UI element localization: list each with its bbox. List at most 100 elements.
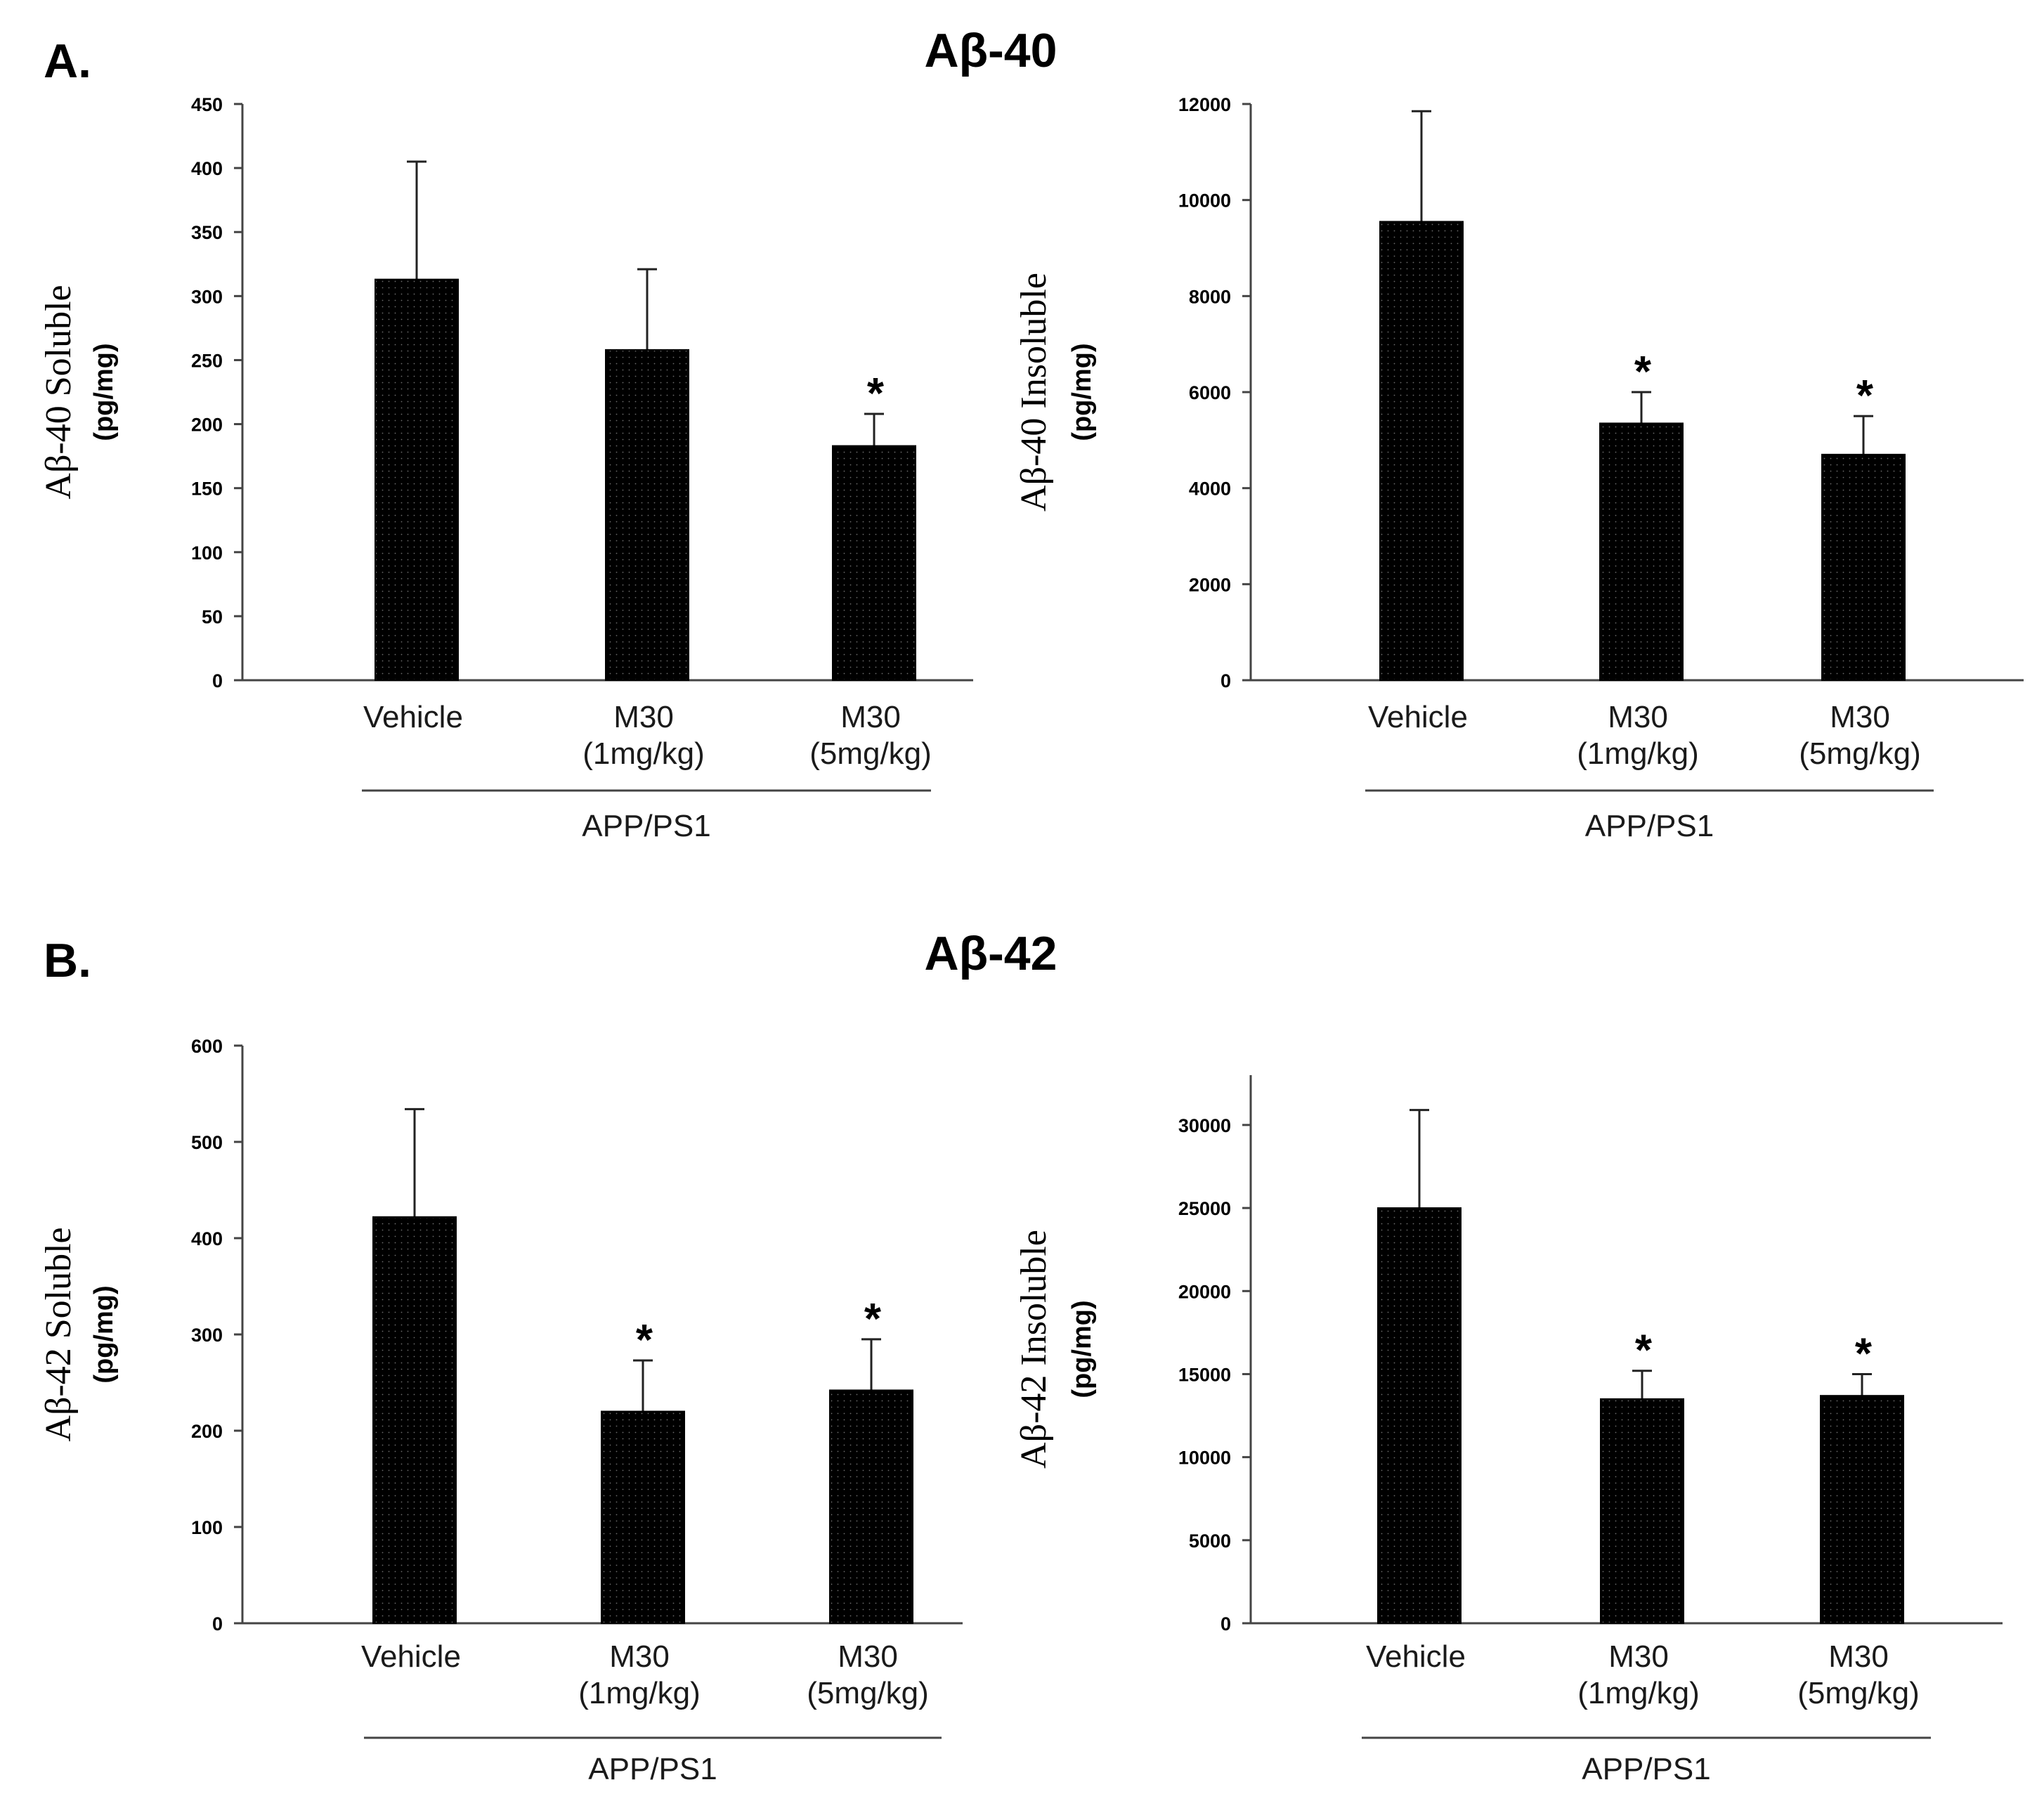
category-label-line: M30 <box>1828 1639 1889 1674</box>
y-tick-label: 12000 <box>1178 94 1231 115</box>
y-tick-label: 300 <box>191 1325 223 1346</box>
category-label: M30 (1mg/kg) <box>582 700 705 771</box>
y-axis-unit: (pg/mg) <box>1067 1300 1097 1398</box>
category-label-line: (5mg/kg) <box>1799 736 1921 771</box>
category-label-line: M30 <box>838 1639 898 1674</box>
category-label: Vehicle <box>1368 700 1468 734</box>
category-label: M30 (5mg/kg) <box>809 700 932 771</box>
category-label-line: Vehicle <box>1368 700 1468 734</box>
y-tick-label: 10000 <box>1178 1448 1231 1469</box>
bar <box>605 349 689 681</box>
category-label-line: (1mg/kg) <box>582 736 705 771</box>
y-tick-label: 600 <box>191 1036 223 1057</box>
category-label: M30 (1mg/kg) <box>1577 700 1699 771</box>
category-label-line: (1mg/kg) <box>1577 1676 1700 1710</box>
category-label: M30 (5mg/kg) <box>1799 700 1921 771</box>
y-tick-label: 15000 <box>1178 1364 1231 1385</box>
panel-a-title: Aβ-40 <box>925 24 1057 77</box>
chart-a-insoluble: 0 2000 4000 6000 8000 10000 12000 Aβ-40 Insolub… <box>1014 94 2024 843</box>
category-label-line: M30 <box>1830 700 1890 734</box>
category-label-line: M30 <box>613 700 674 734</box>
group-label: APP/PS1 <box>1585 809 1714 843</box>
category-label-line: (1mg/kg) <box>1577 736 1699 771</box>
category-label: Vehicle <box>1366 1639 1466 1674</box>
chart-a-soluble: 0 50 100 150 200 250 300 350 400 450 Aβ-40 Soluble… <box>39 94 973 843</box>
category-label-line: Vehicle <box>361 1639 461 1674</box>
category-label: M30 (1mg/kg) <box>578 1639 701 1710</box>
bar <box>375 278 459 681</box>
y-tick-label: 450 <box>191 94 223 115</box>
category-label: M30 (5mg/kg) <box>1797 1639 1920 1710</box>
y-axis-title: Aβ-40 Insoluble <box>1014 273 1054 512</box>
y-tick-label: 10000 <box>1178 190 1231 212</box>
significance-marker: * <box>1634 348 1652 396</box>
panel-a-label: A. <box>44 34 91 88</box>
chart-b-soluble: 0 100 200 300 400 500 600 Aβ-42 Soluble (pg/mg) V… <box>39 1036 963 1786</box>
significance-marker: * <box>864 1295 882 1344</box>
bar <box>372 1216 457 1624</box>
category-label-line: M30 <box>609 1639 670 1674</box>
y-tick-label: 200 <box>191 415 223 436</box>
y-tick-label: 200 <box>191 1421 223 1442</box>
bar <box>1821 453 1906 681</box>
y-tick-label: 0 <box>1220 670 1231 691</box>
category-label-line: (1mg/kg) <box>578 1676 701 1710</box>
y-tick-label: 500 <box>191 1132 223 1153</box>
category-label-line: M30 <box>840 700 901 734</box>
bar <box>1820 1395 1904 1624</box>
y-tick-label: 0 <box>212 1613 223 1634</box>
bar <box>1377 1207 1462 1625</box>
significance-marker: * <box>1856 372 1874 420</box>
category-label-line: M30 <box>1608 700 1668 734</box>
bar <box>1600 1398 1684 1624</box>
bar <box>1599 422 1684 682</box>
bar <box>601 1410 685 1624</box>
group-label: APP/PS1 <box>582 809 710 843</box>
bar <box>829 1389 913 1624</box>
category-label-line: (5mg/kg) <box>809 736 932 771</box>
y-tick-label: 30000 <box>1178 1115 1231 1136</box>
bar <box>1379 221 1464 681</box>
panel-b-label: B. <box>44 934 91 987</box>
y-tick-label: 150 <box>191 479 223 500</box>
significance-marker: * <box>867 370 885 418</box>
y-axis-title: Aβ-42 Soluble <box>39 1227 79 1441</box>
y-tick-label: 5000 <box>1189 1530 1231 1552</box>
y-tick-label: 350 <box>191 222 223 243</box>
y-axis-title: Aβ-40 Soluble <box>39 285 79 499</box>
y-tick-label: 100 <box>191 1517 223 1538</box>
y-tick-label: 2000 <box>1189 574 1231 595</box>
y-tick-label: 8000 <box>1189 286 1231 307</box>
bar <box>832 445 916 681</box>
category-label-line: Vehicle <box>1366 1639 1466 1674</box>
y-tick-label: 400 <box>191 1228 223 1249</box>
category-label: Vehicle <box>361 1639 461 1674</box>
y-tick-label: 250 <box>191 350 223 371</box>
significance-marker: * <box>1855 1330 1873 1378</box>
panel-b-title: Aβ-42 <box>925 927 1057 980</box>
category-label-line: (5mg/kg) <box>1797 1676 1920 1710</box>
y-tick-label: 100 <box>191 542 223 564</box>
y-tick-label: 6000 <box>1189 382 1231 403</box>
y-tick-label: 0 <box>212 670 223 691</box>
y-axis-unit: (pg/mg) <box>1067 343 1097 441</box>
y-tick-label: 25000 <box>1178 1198 1231 1219</box>
y-tick-label: 20000 <box>1178 1281 1231 1302</box>
y-axis-unit: (pg/mg) <box>89 343 119 441</box>
y-tick-label: 0 <box>1220 1613 1231 1634</box>
y-axis-title: Aβ-42 Insoluble <box>1014 1230 1054 1469</box>
category-label-line: M30 <box>1608 1639 1669 1674</box>
category-label-line: (5mg/kg) <box>807 1676 929 1710</box>
significance-marker: * <box>636 1316 653 1365</box>
category-label: Vehicle <box>363 700 463 734</box>
category-label-line: Vehicle <box>363 700 463 734</box>
category-label: M30 (1mg/kg) <box>1577 1639 1700 1710</box>
y-tick-label: 300 <box>191 286 223 307</box>
chart-b-insoluble: 0 5000 10000 15000 20000 25000 30000 Aβ-42 Inso… <box>1014 1075 2003 1786</box>
group-label: APP/PS1 <box>588 1752 717 1786</box>
y-tick-label: 4000 <box>1189 479 1231 500</box>
y-tick-label: 400 <box>191 158 223 179</box>
group-label: APP/PS1 <box>1582 1752 1710 1786</box>
category-label: M30 (5mg/kg) <box>807 1639 929 1710</box>
